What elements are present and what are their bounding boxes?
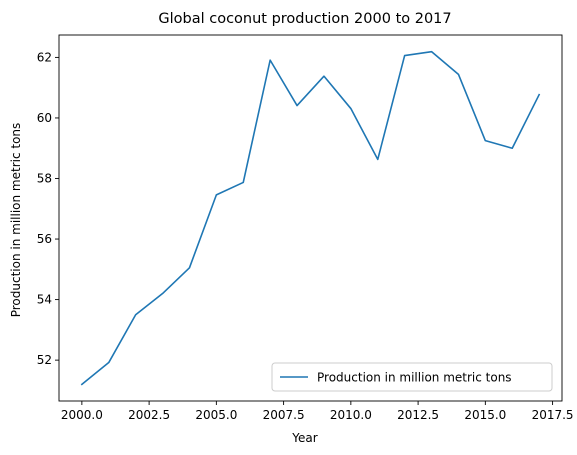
x-tick-label: 2002.5 — [128, 408, 170, 422]
x-tick-label: 2017.5 — [532, 408, 574, 422]
x-tick-label: 2010.0 — [330, 408, 372, 422]
x-tick-label: 2007.5 — [263, 408, 305, 422]
series-line-0 — [80, 50, 541, 386]
x-tick-label: 2005.0 — [195, 408, 237, 422]
y-axis-label: Production in million metric tons — [9, 123, 23, 318]
plot-area: 2000.0 2002.5 2005.0 2007.5 2010.0 2012.5 2015… — [37, 34, 574, 422]
y-tick-label: 58 — [37, 171, 52, 185]
x-axis-label: Year — [291, 431, 317, 445]
axes-frame — [58, 34, 563, 402]
y-tick-label: 52 — [37, 353, 52, 367]
y-tick-label: 60 — [37, 111, 52, 125]
x-tick-label: 2015.0 — [464, 408, 506, 422]
y-tick-label: 54 — [37, 293, 52, 307]
legend-entry: Production in million metric tons — [317, 371, 512, 385]
y-tick-label: 62 — [37, 50, 52, 64]
x-tick-label: 2000.0 — [61, 408, 103, 422]
legend-box — [271, 362, 553, 392]
x-tick-label: 2012.5 — [397, 408, 439, 422]
y-tick-label: 56 — [37, 232, 52, 246]
chart-title: Global coconut production 2000 to 2017 — [158, 11, 451, 27]
